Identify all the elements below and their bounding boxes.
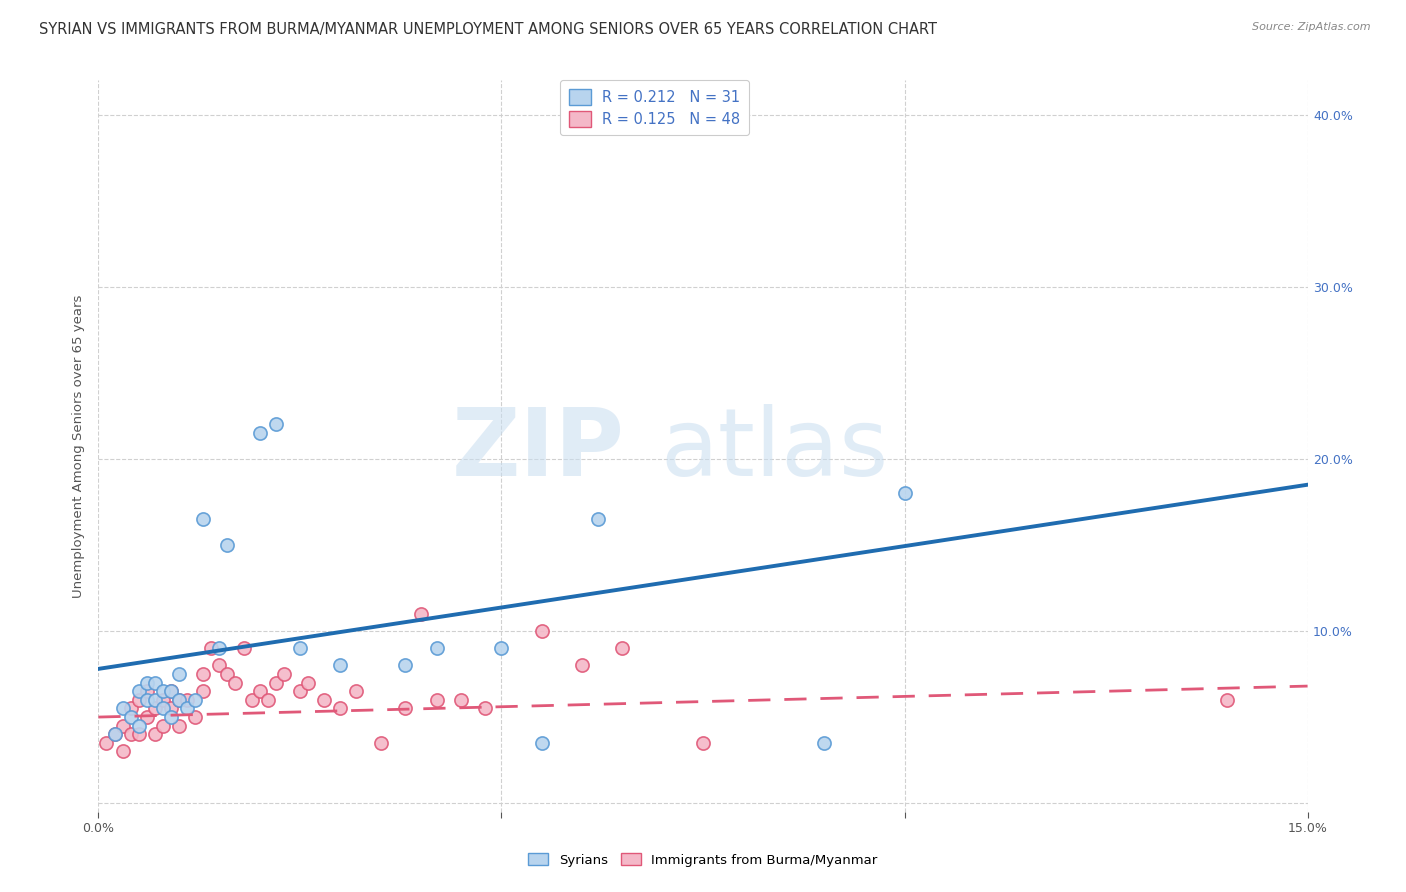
Point <box>143 727 166 741</box>
Point <box>249 684 271 698</box>
Point <box>120 727 142 741</box>
Point <box>264 417 287 432</box>
Legend: Syrians, Immigrants from Burma/Myanmar: Syrians, Immigrants from Burma/Myanmar <box>523 848 883 872</box>
Point <box>111 701 134 715</box>
Point <box>893 486 915 500</box>
Text: SYRIAN VS IMMIGRANTS FROM BURMA/MYANMAR UNEMPLOYMENT AMONG SENIORS OVER 65 YEARS: SYRIAN VS IMMIGRANTS FROM BURMA/MYANMAR … <box>39 22 938 37</box>
Point <box>135 693 157 707</box>
Point <box>394 658 416 673</box>
Point <box>692 736 714 750</box>
Point <box>217 538 239 552</box>
Point <box>344 684 367 698</box>
Point <box>586 512 609 526</box>
Point <box>193 667 215 681</box>
Point <box>232 641 254 656</box>
Point <box>208 641 231 656</box>
Y-axis label: Unemployment Among Seniors over 65 years: Unemployment Among Seniors over 65 years <box>72 294 86 598</box>
Text: ZIP: ZIP <box>451 404 624 496</box>
Point <box>394 701 416 715</box>
Point <box>409 607 432 621</box>
Point <box>160 684 183 698</box>
Point <box>120 710 142 724</box>
Point <box>256 693 278 707</box>
Point <box>249 426 271 441</box>
Point <box>208 658 231 673</box>
Point <box>160 684 183 698</box>
Point <box>217 667 239 681</box>
Point <box>111 744 134 758</box>
Point <box>167 693 190 707</box>
Text: Source: ZipAtlas.com: Source: ZipAtlas.com <box>1253 22 1371 32</box>
Point <box>184 693 207 707</box>
Point <box>103 727 125 741</box>
Point <box>530 736 553 750</box>
Point <box>193 512 215 526</box>
Point <box>813 736 835 750</box>
Point <box>264 675 287 690</box>
Point <box>120 701 142 715</box>
Point <box>224 675 246 690</box>
Point <box>128 727 150 741</box>
Point <box>1216 693 1239 707</box>
Point <box>571 658 593 673</box>
Point <box>426 641 449 656</box>
Point <box>152 701 174 715</box>
Point <box>474 701 496 715</box>
Point <box>167 693 190 707</box>
Point <box>152 693 174 707</box>
Point <box>288 641 311 656</box>
Text: atlas: atlas <box>661 404 889 496</box>
Point <box>160 701 183 715</box>
Point <box>450 693 472 707</box>
Point <box>176 701 198 715</box>
Point <box>329 701 352 715</box>
Point <box>273 667 295 681</box>
Point <box>314 693 336 707</box>
Point <box>329 658 352 673</box>
Point <box>200 641 222 656</box>
Point <box>370 736 392 750</box>
Point <box>184 710 207 724</box>
Point <box>491 641 513 656</box>
Point <box>160 710 183 724</box>
Point <box>426 693 449 707</box>
Point <box>135 710 157 724</box>
Point <box>176 693 198 707</box>
Point <box>297 675 319 690</box>
Point <box>143 675 166 690</box>
Point <box>143 693 166 707</box>
Point <box>167 719 190 733</box>
Point <box>288 684 311 698</box>
Point <box>612 641 634 656</box>
Point <box>240 693 263 707</box>
Point <box>135 675 157 690</box>
Point <box>152 719 174 733</box>
Legend: R = 0.212   N = 31, R = 0.125   N = 48: R = 0.212 N = 31, R = 0.125 N = 48 <box>560 80 749 136</box>
Point <box>530 624 553 638</box>
Point <box>143 701 166 715</box>
Point <box>103 727 125 741</box>
Point <box>167 667 190 681</box>
Point <box>96 736 118 750</box>
Point <box>135 684 157 698</box>
Point <box>152 684 174 698</box>
Point <box>193 684 215 698</box>
Point <box>128 693 150 707</box>
Point <box>128 684 150 698</box>
Point <box>111 719 134 733</box>
Point <box>128 719 150 733</box>
